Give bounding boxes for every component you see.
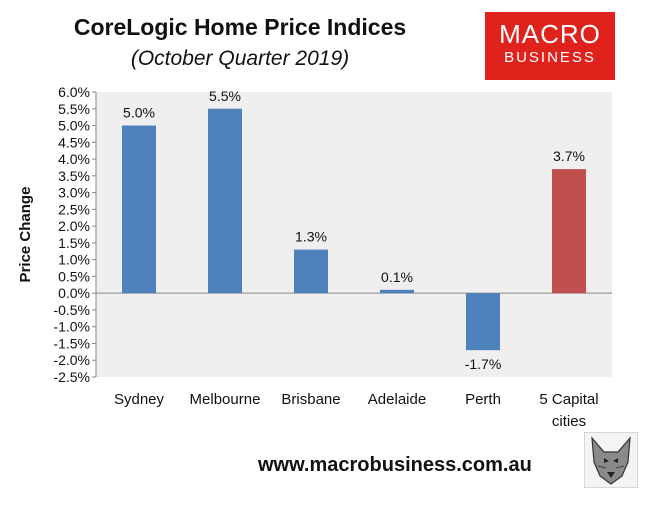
y-tick-label: -1.5%: [53, 335, 90, 351]
data-label: 5.5%: [209, 88, 241, 104]
y-tick-label: 5.0%: [58, 118, 90, 134]
x-tick-label: Adelaide: [368, 391, 426, 408]
x-tick-label: Sydney: [114, 391, 165, 408]
plot-area: [96, 92, 612, 377]
y-tick-label: 3.0%: [58, 185, 90, 201]
y-tick-label: 1.0%: [58, 252, 90, 268]
x-tick-label: Perth: [465, 391, 501, 408]
y-tick-label: -0.5%: [53, 302, 90, 318]
y-tick-label: 5.5%: [58, 101, 90, 117]
y-axis: 6.0%5.5%5.0%4.5%4.0%3.5%3.0%2.5%2.0%1.5%…: [53, 84, 612, 385]
data-label: 1.3%: [295, 229, 327, 245]
y-tick-label: 4.5%: [58, 134, 90, 150]
data-label: 0.1%: [381, 269, 413, 285]
macrobusiness-logo: MACRO BUSINESS: [485, 12, 615, 80]
footer-url: www.macrobusiness.com.au: [258, 454, 532, 476]
x-tick-label: Melbourne: [190, 391, 261, 408]
bar: [122, 125, 156, 294]
data-label: 5.0%: [123, 105, 155, 121]
data-label: 3.7%: [553, 148, 585, 164]
y-axis-label: Price Change: [17, 187, 34, 283]
wolf-head-icon: [584, 432, 638, 488]
x-tick-label: 5 Capital: [539, 391, 598, 408]
bar-chart: 6.0%5.5%5.0%4.5%4.0%3.5%3.0%2.5%2.0%1.5%…: [17, 84, 612, 430]
y-tick-label: 0.5%: [58, 268, 90, 284]
y-tick-label: 2.5%: [58, 201, 90, 217]
y-tick-label: -2.5%: [53, 369, 90, 385]
bar: [466, 293, 500, 351]
chart-title: CoreLogic Home Price Indices: [73, 14, 407, 40]
bar: [380, 289, 414, 294]
x-axis-labels: Sydney Melbourne Brisbane Adelaide Perth 5 Ca…: [114, 391, 599, 430]
data-label: -1.7%: [465, 356, 502, 372]
y-tick-label: 2.0%: [58, 218, 90, 234]
bars: [122, 108, 586, 351]
y-tick-label: 6.0%: [58, 84, 90, 100]
y-tick-label: 3.5%: [58, 168, 90, 184]
logo-line-2: BUSINESS: [504, 49, 596, 66]
x-tick-label: Brisbane: [281, 391, 340, 408]
y-tick-label: 1.5%: [58, 235, 90, 251]
y-tick-label: -1.0%: [53, 319, 90, 335]
bar: [294, 249, 328, 294]
data-labels: 5.0% 5.5% 1.3% 0.1% -1.7% 3.7%: [123, 88, 585, 372]
y-tick-label: 0.0%: [58, 285, 90, 301]
logo-line-1: MACRO: [499, 19, 601, 49]
y-tick-label: -2.0%: [53, 352, 90, 368]
chart-subtitle: (October Quarter 2019): [130, 47, 350, 70]
bar: [208, 108, 242, 294]
bar: [552, 169, 586, 294]
y-tick-label: 4.0%: [58, 151, 90, 167]
x-tick-label: cities: [552, 413, 586, 430]
